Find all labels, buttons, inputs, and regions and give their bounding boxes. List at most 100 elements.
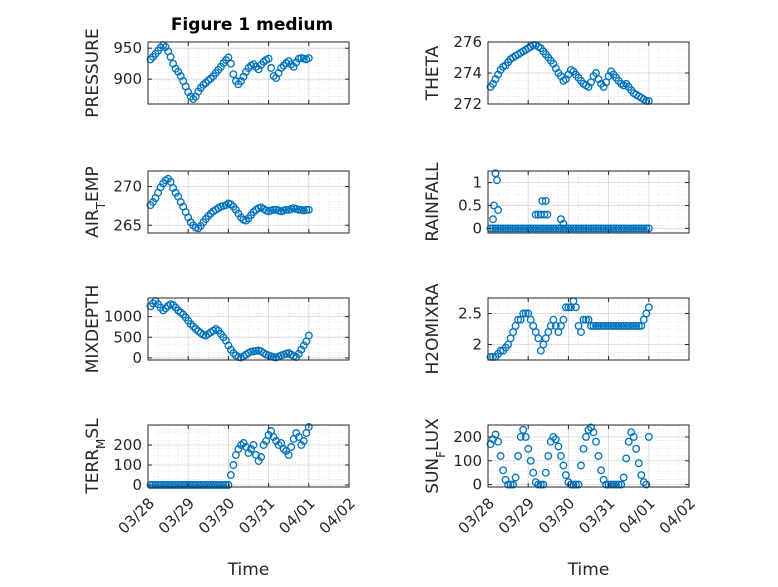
subplot-4-data-point — [617, 224, 626, 233]
subplot-6-data-point — [571, 303, 580, 312]
subplot-7-data-point — [171, 481, 180, 489]
subplot-4-data-point — [642, 224, 651, 233]
subplot-2-y-tick-label: 274 — [453, 64, 482, 82]
subplot-6-data-point — [521, 309, 530, 318]
subplot-5-data-point — [189, 322, 198, 331]
subplot-7-data-point — [156, 481, 165, 489]
subplot-8-data-point — [589, 428, 598, 437]
subplot-8-data-point — [494, 437, 503, 446]
subplot-6-data-point — [632, 321, 641, 330]
subplot-6-data-point — [634, 321, 643, 330]
subplot-8-data-point — [511, 473, 520, 482]
subplot-7-data-point — [176, 481, 185, 489]
subplot-2-y-tick-label: 276 — [453, 33, 482, 51]
subplot-4-data-point — [566, 224, 575, 233]
subplot-7-data-point — [297, 441, 306, 449]
subplot-7-data-point — [151, 481, 160, 489]
subplot-4-data-point — [491, 224, 500, 233]
subplot-7-data-point — [154, 481, 163, 489]
subplot-6-data-point — [577, 328, 585, 337]
subplot-1-data-point — [166, 52, 175, 61]
subplot-6-data-point — [629, 321, 638, 330]
subplot-7-data-point — [211, 481, 220, 489]
subplot-7-data-point — [229, 461, 238, 469]
subplot-4-y-tick-label: 1 — [472, 173, 482, 191]
subplot-5-y-tick-label: 500 — [113, 328, 142, 346]
subplot-7-data-point — [189, 481, 198, 489]
subplot-8-data-point — [594, 452, 603, 460]
subplot-6-data-point — [594, 321, 603, 330]
subplot-4-data-point — [519, 224, 528, 233]
subplot-7-data-point — [166, 481, 175, 489]
subplot-5-data-point — [186, 320, 195, 328]
subplot-4-data-point — [536, 224, 545, 233]
subplot-8-data-point — [634, 459, 643, 468]
subplot-7-data-point — [206, 481, 215, 489]
subplot-3-data-point — [302, 205, 311, 214]
subplot-6-data-point — [622, 321, 631, 330]
subplot-5-y-axis-label: MIXDEPTH — [83, 285, 103, 374]
subplot-4-data-point — [594, 224, 603, 233]
subplot-1-y-tick-label: 900 — [113, 70, 142, 88]
subplot-7-data-point — [164, 481, 173, 489]
subplot-8-data-point — [602, 480, 611, 489]
subplot-4-data-point — [509, 224, 518, 233]
subplot-4-data-point — [489, 215, 497, 224]
subplot-5-data-point — [304, 331, 313, 340]
subplot-4-data-point — [493, 176, 501, 185]
subplot-8-data-point — [604, 480, 613, 489]
subplot-3-data-point — [249, 208, 258, 217]
subplot-7-data-point — [226, 471, 235, 479]
subplot-1-data-point — [161, 43, 170, 51]
subplot-4-data-point — [543, 210, 552, 219]
subplot-6-data-point — [564, 303, 573, 312]
subplot-7-data-point — [181, 481, 190, 489]
subplot-6-data-point — [582, 315, 590, 324]
subplot-3-data-point — [294, 205, 303, 214]
subplot-4-data-point — [579, 224, 588, 233]
subplot-8-data-point — [526, 456, 535, 465]
subplot-1-data-point — [226, 59, 235, 68]
subplot-8-data-point — [632, 444, 641, 453]
subplot-8-data-point — [506, 480, 515, 489]
subplot-8-data-point — [609, 480, 618, 489]
subplot-1-data-point — [237, 77, 245, 86]
subplot-7-data-point — [159, 481, 168, 489]
subplot-4-data-point — [599, 224, 608, 233]
subplot-4-data-point — [538, 196, 547, 205]
subplot-5-data-point — [297, 345, 306, 354]
subplot-3-data-point — [304, 205, 313, 214]
subplot-4-data-point — [574, 224, 583, 233]
subplot-4-data-point — [534, 224, 543, 233]
subplot-4-data-point — [624, 224, 633, 233]
subplot-7-data-point — [221, 481, 230, 489]
subplot-6-data-point — [609, 321, 618, 330]
subplot-7-axes-frame — [147, 424, 350, 488]
subplot-1-data-point — [206, 74, 215, 83]
subplot-4-data-point — [546, 224, 555, 233]
subplot-7-data-point — [201, 481, 210, 489]
subplot-6-data-point — [597, 321, 606, 330]
subplot-4-data-point — [539, 224, 548, 233]
subplot-6-data-point — [592, 321, 600, 330]
subplot-4-data-point — [589, 224, 598, 233]
subplot-8-data-point — [644, 432, 653, 441]
subplot-8-data-point — [529, 468, 538, 477]
subplot-8-data-point — [622, 454, 631, 463]
subplot-5-data-point — [149, 299, 157, 308]
subplot-8-data-point — [617, 480, 626, 489]
subplot-8-data-point — [541, 468, 550, 477]
subplot-1-data-point — [221, 56, 230, 64]
subplot-3-data-point — [206, 209, 215, 218]
subplot-4-data-point — [632, 224, 641, 233]
subplot-8-data-point — [577, 461, 585, 470]
subplot-8-data-point — [519, 425, 528, 434]
subplot-1-y-axis-label: PRESSURE — [83, 28, 103, 117]
subplot-7-data-point — [161, 481, 170, 489]
subplot-3-data-point — [156, 183, 165, 192]
subplot-8-data-point — [549, 432, 558, 441]
subplot-6-y-tick-label: 2 — [472, 336, 482, 354]
subplot-4-data-point — [639, 224, 648, 233]
subplot-7-data-point — [294, 433, 303, 441]
